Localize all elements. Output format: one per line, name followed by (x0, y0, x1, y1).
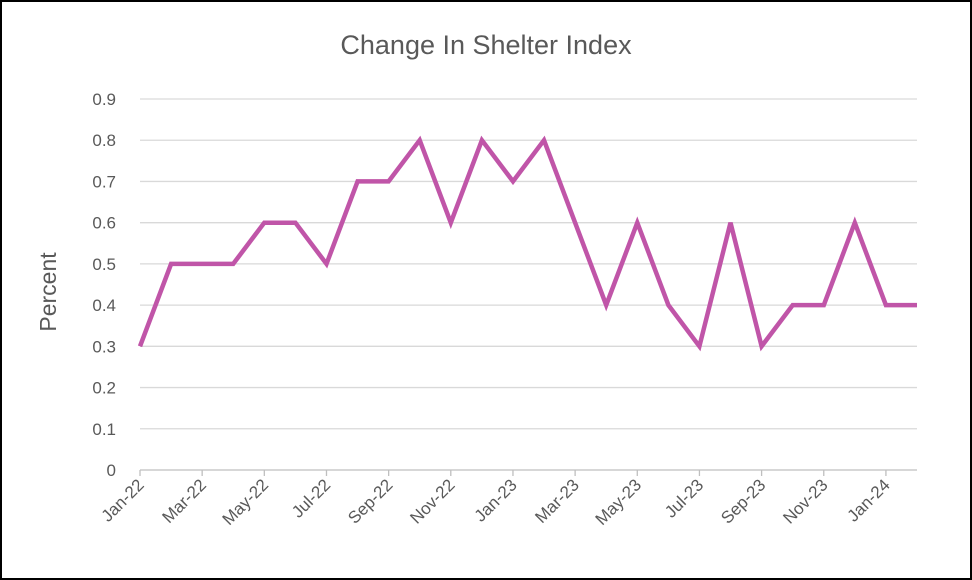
y-tick-label: 0.1 (92, 420, 116, 439)
x-tick-label: Sep-22 (344, 475, 396, 527)
y-tick-label: 0.3 (92, 337, 116, 356)
x-tick-label: May-23 (592, 475, 646, 529)
series-layer (137, 135, 918, 352)
y-axis-label: Percent (35, 252, 61, 332)
y-tick-label: 0.5 (92, 255, 116, 274)
y-tick-label: 0.8 (92, 131, 116, 150)
y-axis-ticks: 0 0.1 0.2 0.3 0.4 0.5 0.6 0.7 0.8 0.9 (92, 90, 116, 480)
x-tick-label: May-22 (219, 475, 273, 529)
x-tick-label: Jul-22 (288, 475, 334, 521)
y-tick-label: 0.4 (92, 296, 116, 315)
x-tick-label: Sep-23 (717, 475, 769, 527)
x-tick-label: Nov-23 (779, 475, 831, 527)
x-tick-label: Jan-24 (844, 475, 894, 525)
x-tick-label: Mar-22 (158, 475, 210, 527)
chart-title: Change In Shelter Index (340, 30, 632, 60)
x-tick-label: Mar-23 (531, 475, 583, 527)
y-tick-label: 0.7 (92, 172, 116, 191)
x-tick-label: Nov-22 (406, 475, 458, 527)
y-tick-label: 0 (107, 461, 116, 480)
x-tick-label: Jan-22 (98, 475, 148, 525)
x-tick-label: Jan-23 (471, 475, 521, 525)
gridlines (140, 98, 917, 430)
series-line (137, 135, 917, 352)
y-tick-label: 0.6 (92, 214, 116, 233)
y-tick-label: 0.9 (92, 90, 116, 109)
y-tick-label: 0.2 (92, 379, 116, 398)
x-axis: Jan-22 Mar-22 May-22 Jul-22 Sep-22 Nov-22 Jan-… (98, 469, 917, 529)
x-tick-label: Jul-23 (661, 475, 707, 521)
